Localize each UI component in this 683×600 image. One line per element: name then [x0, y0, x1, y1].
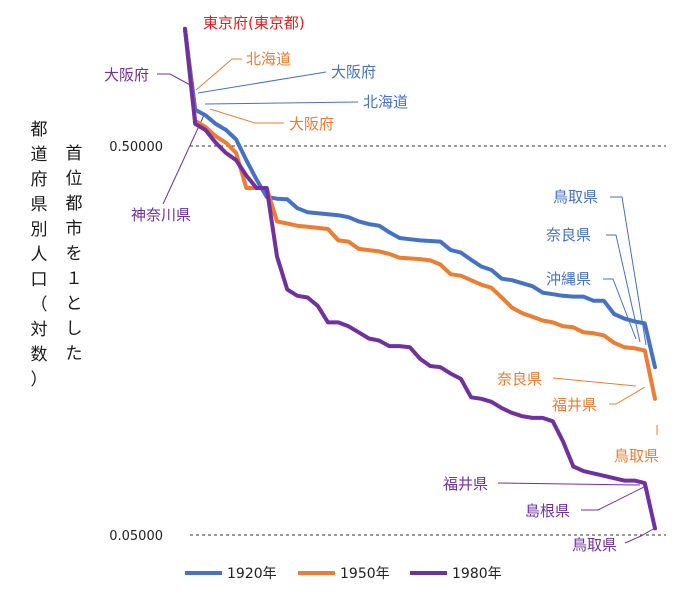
series-line-1980年	[183, 26, 657, 531]
annotation-leader	[204, 101, 359, 105]
series-lines	[183, 26, 657, 531]
annotation-leader	[209, 108, 284, 124]
legend-label: 1920年	[227, 566, 277, 582]
y-axis-label-char: 府	[30, 170, 48, 190]
annotation-label: 大阪府	[331, 63, 376, 81]
y-axis-label-char: 数	[30, 345, 48, 365]
y-axis-label-char: と	[65, 294, 83, 314]
y-tick-labels: 0.50000 0.05000	[109, 140, 163, 544]
annotations: 東京府(東京都)北海道大阪府大阪府北海道大阪府神奈川県鳥取県奈良県沖縄県奈良県福…	[104, 14, 659, 554]
y-axis-label-char: 市	[65, 219, 83, 239]
y-axis-label-char: 人	[30, 245, 48, 265]
annotation-label: 鳥取県	[572, 536, 617, 554]
annotation-label: 大阪府	[289, 115, 334, 133]
annotation-label: 神奈川県	[131, 206, 191, 224]
y-axis-label-char: （	[30, 295, 48, 315]
y-axis-label-char: １	[65, 269, 83, 289]
annotation-label: 北海道	[246, 50, 291, 68]
y-axis-label-char: し	[65, 319, 83, 339]
y-axis-label-char: 都	[65, 194, 83, 214]
y-axis-label-char: 首	[65, 144, 83, 164]
y-axis-label-char: 位	[65, 169, 83, 189]
y-axis-label-char: 別	[30, 220, 48, 240]
annotation-leaders	[157, 58, 658, 544]
annotation-leader	[609, 386, 646, 405]
series-line-1920年	[183, 26, 657, 370]
annotation-label: 鳥取県	[614, 447, 659, 465]
annotation-leader	[552, 377, 637, 387]
annotation-label: 北海道	[363, 93, 408, 111]
annotation-label: 奈良県	[546, 226, 591, 244]
y-axis-label-char: た	[65, 344, 83, 364]
legend-label: 1980年	[452, 566, 502, 582]
y-axis-label-char: ）	[30, 370, 48, 390]
annotation-leader	[581, 485, 647, 511]
y-axis-label-char: 都	[30, 120, 48, 140]
y-axis-label-char: を	[65, 244, 83, 264]
annotation-leader	[624, 527, 656, 544]
annotation-leader	[606, 234, 641, 343]
legend-label: 1950年	[340, 566, 390, 582]
annotation-leader	[195, 58, 242, 91]
annotation-leader	[497, 482, 641, 486]
y-axis-label-inner: 首位都市を １ とした	[63, 142, 85, 367]
y-axis-label-char: 道	[30, 145, 48, 165]
y-axis-label-char: 県	[30, 195, 48, 215]
grid-lines	[190, 145, 666, 536]
y-axis-label-char: 口	[30, 270, 48, 290]
annotation-leader	[157, 73, 195, 88]
legend: 1920年 1950年 1980年	[185, 566, 502, 582]
annotation-label: 鳥取県	[553, 188, 598, 206]
y-axis-label-char: 対	[30, 320, 48, 340]
annotation-label: 沖縄県	[546, 270, 591, 288]
annotation-label: 大阪府	[104, 66, 149, 84]
series-line-1950年	[183, 26, 657, 401]
annotation-leader	[162, 112, 206, 205]
annotation-label: 福井県	[443, 475, 488, 493]
annotation-leader	[610, 196, 647, 346]
annotation-label: 福井県	[552, 396, 597, 414]
y-tick-label: 0.50000	[109, 140, 163, 155]
y-axis-label-outer: 都道府県別人口 （ 対数 ）	[28, 118, 50, 393]
annotation-leader	[197, 71, 327, 94]
y-tick-label: 0.05000	[109, 529, 163, 544]
annotation-label: 奈良県	[497, 370, 542, 388]
annotation-label: 島根県	[525, 502, 570, 520]
annotation-label: 東京府(東京都)	[203, 14, 305, 32]
